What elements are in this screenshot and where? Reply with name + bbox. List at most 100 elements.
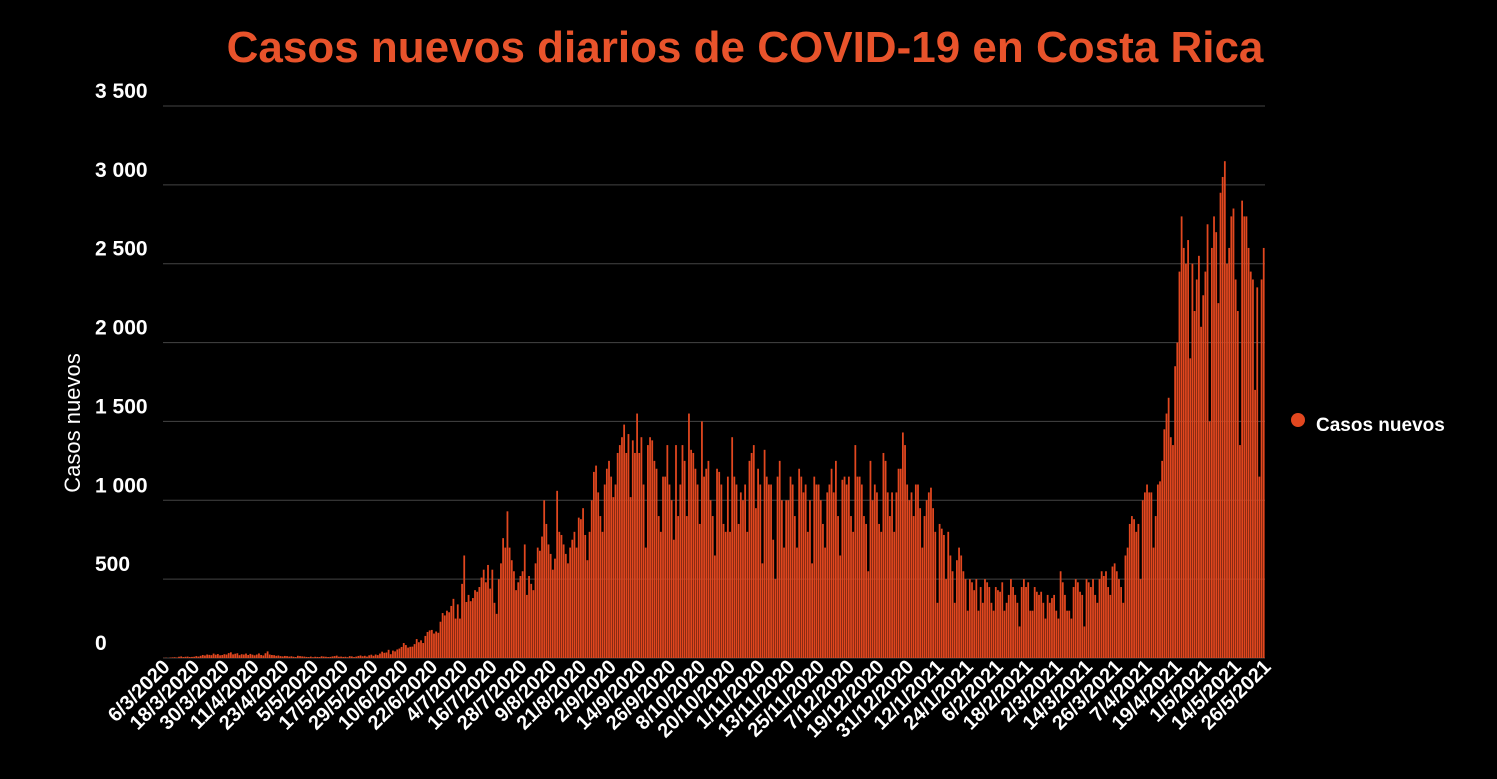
bar [947,531,950,658]
bar [1025,587,1027,658]
bar [1141,500,1144,658]
bar [448,612,450,658]
bar [746,531,749,658]
bar [897,468,900,658]
bar [361,656,364,658]
bar [245,653,247,658]
bar [320,656,323,658]
bar [975,579,978,658]
bar [178,656,180,658]
bar [625,452,628,658]
bar [446,610,448,658]
bar [1236,311,1239,658]
bar [994,587,997,658]
bar [251,654,254,658]
bar [752,445,755,658]
bar [208,654,211,658]
bar [1148,492,1151,658]
bar [599,516,602,658]
bar [1042,602,1045,658]
bar [603,484,606,658]
y-axis-ticks: 0 500 1 000 1 500 2 000 2 500 3 000 3 500 [95,80,148,655]
bar [459,618,461,658]
bar [1089,587,1092,658]
bar [214,654,217,658]
legend[interactable]: Casos nuevos [1291,413,1445,436]
legend-label: Casos nuevos [1316,415,1445,436]
bar [1226,263,1228,658]
bar [711,516,714,658]
bar [338,656,340,658]
bar [357,655,360,658]
bar [739,492,742,658]
legend-marker-icon [1291,413,1305,427]
bar [305,656,308,658]
bar [286,656,288,658]
bar [1193,311,1196,658]
bar [750,452,753,658]
bar [504,547,507,658]
bar [1027,582,1030,658]
bar [990,602,993,658]
bar [1146,484,1148,658]
bar [612,497,615,658]
bar [690,449,692,658]
bar [424,635,427,658]
bar [845,484,848,658]
bar [634,452,636,658]
bar [1202,295,1205,658]
bar [303,656,306,658]
bar [1066,610,1068,658]
bar [1174,366,1177,658]
y-tick-label: 3 500 [95,80,148,103]
bar [943,534,945,658]
bar [595,465,597,658]
bar [212,653,215,658]
bar [273,655,275,658]
bar [1178,271,1181,658]
bar [229,652,232,658]
bar [802,492,805,658]
bar [1204,271,1207,658]
bar [605,468,608,658]
bar [534,563,537,658]
bar [549,553,552,658]
bar [573,531,576,658]
bar [1113,563,1116,658]
bar [1135,531,1138,658]
bar [521,571,524,658]
bar [809,500,811,658]
bar [402,643,405,658]
y-tick-label: 3 000 [95,159,148,182]
bar [562,544,565,658]
bar [714,555,716,658]
bar [1182,247,1185,658]
bar [919,508,922,658]
bar [804,484,807,658]
bar [221,655,224,658]
bar [655,468,658,658]
bar [493,602,496,658]
bar [480,577,483,658]
bar [188,657,191,658]
bar [640,437,643,658]
bar [921,547,924,658]
bar [536,547,539,658]
bar [1005,602,1008,658]
bar [1165,413,1168,658]
bar [195,656,198,658]
bar [513,571,515,658]
bar [843,476,846,658]
bar [631,440,634,658]
bar [953,602,956,658]
bar [463,555,466,658]
bar [1057,618,1060,658]
bar [1189,358,1192,658]
bar [800,476,803,658]
bar [322,656,325,658]
bar [681,445,684,658]
bar [1223,161,1226,658]
bar [977,610,980,658]
bar [394,651,396,658]
bar [1007,594,1010,658]
